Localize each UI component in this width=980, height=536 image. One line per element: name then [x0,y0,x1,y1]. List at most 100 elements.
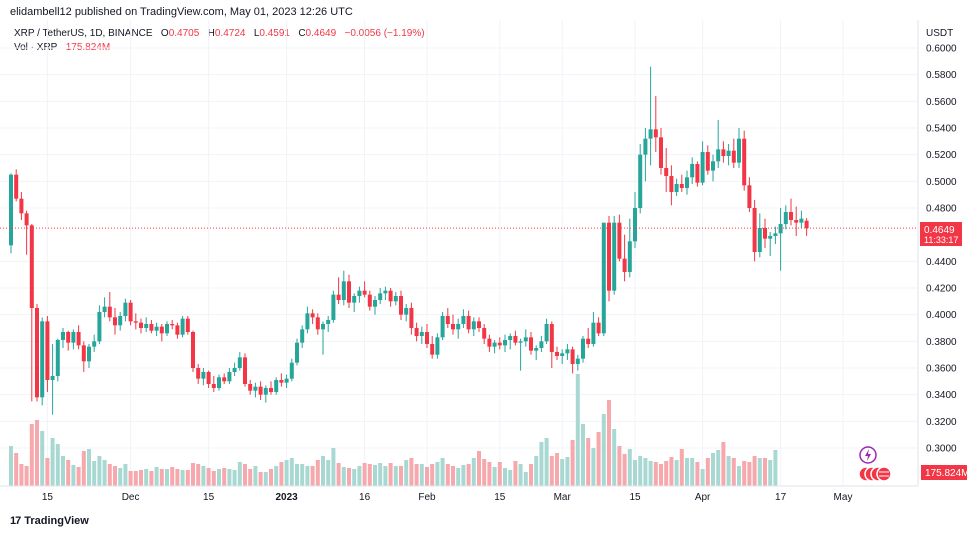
volume-bar [659,464,663,486]
volume-bar [191,463,195,486]
y-tick-label: 0.4400 [926,257,957,268]
volume-bar [716,450,721,486]
volume-bar [305,466,310,486]
volume-bar [721,442,726,486]
candle-body [523,337,528,342]
volume-bar [263,472,268,486]
event-flags-icon[interactable] [858,466,892,482]
candle-body [362,290,367,295]
y-tick-label: 0.5000 [926,177,957,188]
volume-bar [560,459,565,486]
price-axis[interactable]: 0.6000 0.5800 0.5600 0.5400 0.5200 0.5000 0.48… [926,44,957,455]
candle-body [269,388,273,392]
candle-body [752,208,757,252]
low-label: L [253,28,260,39]
candle-body [341,281,346,300]
volume-bar [128,471,133,486]
candle-body [607,222,611,291]
y-tick-label: 0.3000 [926,444,957,455]
volume-bar [581,424,585,486]
volume-bar [477,451,481,486]
candle-body [92,341,97,347]
volume-bar [123,464,128,486]
candle-body [258,386,263,395]
candle-body [352,296,357,303]
lightning-icon[interactable] [859,446,877,464]
candlesticks [9,66,809,415]
tradingview-logo-text: TradingView [24,515,89,527]
y-tick-label: 0.4000 [926,310,957,321]
volume-bar [596,432,601,486]
volume-bar [529,464,533,486]
time-axis[interactable]: 15 Dec 15 2023 16 Feb 15 Mar 15 Apr 17 May [42,492,853,503]
candle-body [591,322,596,344]
candle-body [471,321,476,330]
candle-body [76,332,81,346]
candle-body [492,342,497,347]
candle-body [310,313,315,318]
candle-body [581,338,585,359]
tradingview-logo[interactable]: 17 TradingView [10,515,89,527]
volume-bar [149,471,154,486]
volume-bar [159,469,164,486]
candle-body [185,318,190,332]
candle-body [248,384,253,391]
volume-bar [534,456,539,486]
volume-bar [633,460,637,486]
candle-body [596,322,601,334]
candle-body [549,324,554,352]
candle-body [180,318,185,335]
volume-bar [118,468,123,486]
candle-body [295,342,299,363]
candle-body [477,321,481,328]
volume-bar [674,460,679,486]
candle-body [388,290,393,302]
volume-bar [575,374,580,486]
volume-bar [726,456,731,486]
volume-bar [237,462,242,486]
volume-bar [362,463,367,486]
candle-body [378,293,383,300]
candle-body [508,336,513,340]
volume-bar [102,460,107,486]
volume-bar [643,458,648,486]
low-value: 0.4591 [259,28,290,39]
candle-body [705,152,710,171]
candle-body [731,150,736,163]
volume-bar [513,461,518,486]
volume-bar [227,469,232,486]
volume-bar [638,456,643,486]
symbol-label[interactable]: XRP / TetherUS, 1D, BINANCE [14,28,153,39]
candle-body [284,378,289,383]
volume-bar [357,466,362,486]
candle-body [575,358,580,364]
candle-body [305,313,310,330]
candle-body [237,357,242,368]
candle-body [19,198,24,214]
volume-bar [133,471,138,486]
candle-body [35,308,39,398]
last-price-badge: 0.4649 11:33:17 [920,222,962,246]
currency-label[interactable]: USDT [926,28,954,39]
candle-body [206,372,211,384]
candle-body [144,324,149,328]
volume-bar [773,450,778,486]
candle-body [799,218,804,223]
volume-bar [539,442,544,486]
published-line: elidambell12 published on TradingView.co… [10,6,353,18]
x-tick-label: 15 [629,492,641,503]
close-value: 0.4649 [305,28,337,39]
candle-body [279,380,284,383]
candle-body [289,362,294,379]
volume-bar [555,453,559,486]
x-tick-label: Dec [122,492,140,503]
volume-bar [487,462,492,486]
volume-bar [81,451,86,486]
volume-bar [40,431,45,486]
volume-badge-text: 175.824M [925,468,969,479]
candle-body [742,138,747,186]
y-tick-label: 0.4800 [926,204,957,215]
volume-bar [180,470,185,486]
volume-bar [466,464,471,486]
